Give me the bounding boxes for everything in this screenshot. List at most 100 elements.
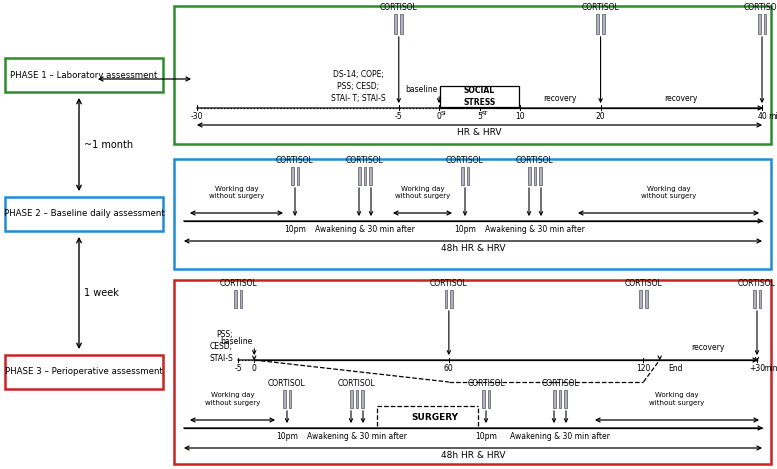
- FancyBboxPatch shape: [5, 58, 163, 92]
- FancyBboxPatch shape: [174, 280, 771, 464]
- Text: DS-14; COPE;
PSS; CESD;
STAI- T; STAI-S: DS-14; COPE; PSS; CESD; STAI- T; STAI-S: [331, 70, 385, 103]
- Text: CORTISOL: CORTISOL: [338, 379, 376, 388]
- FancyBboxPatch shape: [528, 167, 531, 185]
- Text: HR & HRV: HR & HRV: [457, 128, 502, 137]
- Text: CORTISOL: CORTISOL: [276, 156, 314, 165]
- Text: 0: 0: [252, 364, 256, 373]
- Text: CORTISOL: CORTISOL: [380, 3, 418, 12]
- FancyBboxPatch shape: [764, 14, 766, 34]
- FancyBboxPatch shape: [369, 167, 372, 185]
- FancyBboxPatch shape: [552, 390, 556, 408]
- Text: 10pm: 10pm: [284, 225, 306, 234]
- FancyBboxPatch shape: [466, 167, 469, 185]
- Text: CORTISOL: CORTISOL: [467, 379, 505, 388]
- FancyBboxPatch shape: [174, 159, 771, 269]
- FancyBboxPatch shape: [758, 290, 761, 308]
- Text: AT: AT: [480, 111, 488, 116]
- Text: -30: -30: [190, 112, 204, 121]
- FancyBboxPatch shape: [357, 167, 361, 185]
- Text: CORTISOL: CORTISOL: [582, 3, 619, 12]
- Text: 20: 20: [596, 112, 605, 121]
- Text: 48h HR & HRV: 48h HR & HRV: [441, 451, 505, 460]
- Text: Working day
without surgery: Working day without surgery: [209, 186, 264, 199]
- Text: 10pm: 10pm: [276, 432, 298, 441]
- FancyBboxPatch shape: [482, 390, 485, 408]
- Text: CORTISOL: CORTISOL: [430, 279, 468, 288]
- FancyBboxPatch shape: [174, 6, 771, 144]
- FancyBboxPatch shape: [291, 167, 294, 185]
- Text: PHASE 3 – Perioperative assessment: PHASE 3 – Perioperative assessment: [5, 368, 163, 377]
- Text: CORTISOL: CORTISOL: [541, 379, 579, 388]
- FancyBboxPatch shape: [758, 14, 761, 34]
- Text: 60: 60: [444, 364, 454, 373]
- FancyBboxPatch shape: [645, 290, 648, 308]
- Text: CORTISOL: CORTISOL: [625, 279, 662, 288]
- Text: 48h HR & HRV: 48h HR & HRV: [441, 244, 505, 253]
- FancyBboxPatch shape: [239, 290, 242, 308]
- FancyBboxPatch shape: [297, 167, 299, 185]
- Text: Awakening & 30 min after: Awakening & 30 min after: [485, 225, 585, 234]
- Text: PHASE 1 – Laboratory assessment: PHASE 1 – Laboratory assessment: [10, 70, 158, 80]
- Text: CORTISOL: CORTISOL: [446, 156, 484, 165]
- Text: min: min: [763, 364, 777, 373]
- FancyBboxPatch shape: [753, 290, 755, 308]
- FancyBboxPatch shape: [234, 290, 236, 308]
- Text: 1 week: 1 week: [84, 288, 119, 298]
- Text: +30: +30: [749, 364, 765, 373]
- Text: baseline: baseline: [405, 85, 437, 94]
- FancyBboxPatch shape: [539, 167, 542, 185]
- FancyBboxPatch shape: [361, 390, 364, 408]
- FancyBboxPatch shape: [444, 290, 448, 308]
- FancyBboxPatch shape: [559, 390, 562, 408]
- FancyBboxPatch shape: [283, 390, 285, 408]
- Text: 10pm: 10pm: [475, 432, 497, 441]
- Text: 40: 40: [757, 112, 767, 121]
- Text: recovery: recovery: [664, 94, 698, 103]
- Text: Working day
without surgery: Working day without surgery: [205, 393, 260, 406]
- FancyBboxPatch shape: [602, 14, 605, 34]
- FancyBboxPatch shape: [356, 390, 358, 408]
- Text: Awakening & 30 min after: Awakening & 30 min after: [510, 432, 610, 441]
- Text: CORTISOL: CORTISOL: [516, 156, 554, 165]
- Text: -5: -5: [234, 364, 242, 373]
- Text: CORTISOL: CORTISOL: [738, 279, 776, 288]
- Text: PSS;
CESD;
STAI-S: PSS; CESD; STAI-S: [209, 330, 233, 363]
- FancyBboxPatch shape: [451, 290, 453, 308]
- Text: SURGERY: SURGERY: [412, 413, 458, 422]
- Text: 0: 0: [437, 112, 441, 121]
- Text: recovery: recovery: [544, 94, 577, 103]
- Text: Working day
without surgery: Working day without surgery: [641, 186, 696, 199]
- Text: PHASE 2 – Baseline daily assessment: PHASE 2 – Baseline daily assessment: [4, 210, 165, 219]
- Text: Working day
without surgery: Working day without surgery: [650, 393, 705, 406]
- FancyBboxPatch shape: [5, 355, 163, 389]
- Text: 5: 5: [477, 112, 482, 121]
- Text: baseline: baseline: [220, 337, 253, 346]
- FancyBboxPatch shape: [288, 390, 291, 408]
- Text: End: End: [669, 364, 683, 373]
- FancyBboxPatch shape: [440, 86, 519, 107]
- Text: ~1 month: ~1 month: [84, 139, 133, 150]
- FancyBboxPatch shape: [364, 167, 367, 185]
- Text: min: min: [768, 112, 777, 121]
- Text: CORTISOL: CORTISOL: [346, 156, 384, 165]
- FancyBboxPatch shape: [639, 290, 642, 308]
- Text: SI: SI: [440, 111, 446, 116]
- FancyBboxPatch shape: [534, 167, 536, 185]
- Text: CORTISOL: CORTISOL: [743, 3, 777, 12]
- Text: CORTISOL: CORTISOL: [219, 279, 257, 288]
- Text: 120: 120: [636, 364, 650, 373]
- FancyBboxPatch shape: [5, 197, 163, 231]
- Text: CORTISOL: CORTISOL: [268, 379, 306, 388]
- FancyBboxPatch shape: [400, 14, 403, 34]
- Text: Working day
without surgery: Working day without surgery: [395, 186, 450, 199]
- Text: recovery: recovery: [692, 343, 725, 352]
- FancyBboxPatch shape: [564, 390, 567, 408]
- FancyBboxPatch shape: [350, 390, 353, 408]
- FancyBboxPatch shape: [487, 390, 490, 408]
- Text: 10: 10: [515, 112, 524, 121]
- Text: SOCIAL
STRESS: SOCIAL STRESS: [463, 86, 496, 106]
- Text: 10pm: 10pm: [454, 225, 476, 234]
- FancyBboxPatch shape: [596, 14, 599, 34]
- Text: Awakening & 30 min after: Awakening & 30 min after: [307, 432, 407, 441]
- FancyBboxPatch shape: [461, 167, 464, 185]
